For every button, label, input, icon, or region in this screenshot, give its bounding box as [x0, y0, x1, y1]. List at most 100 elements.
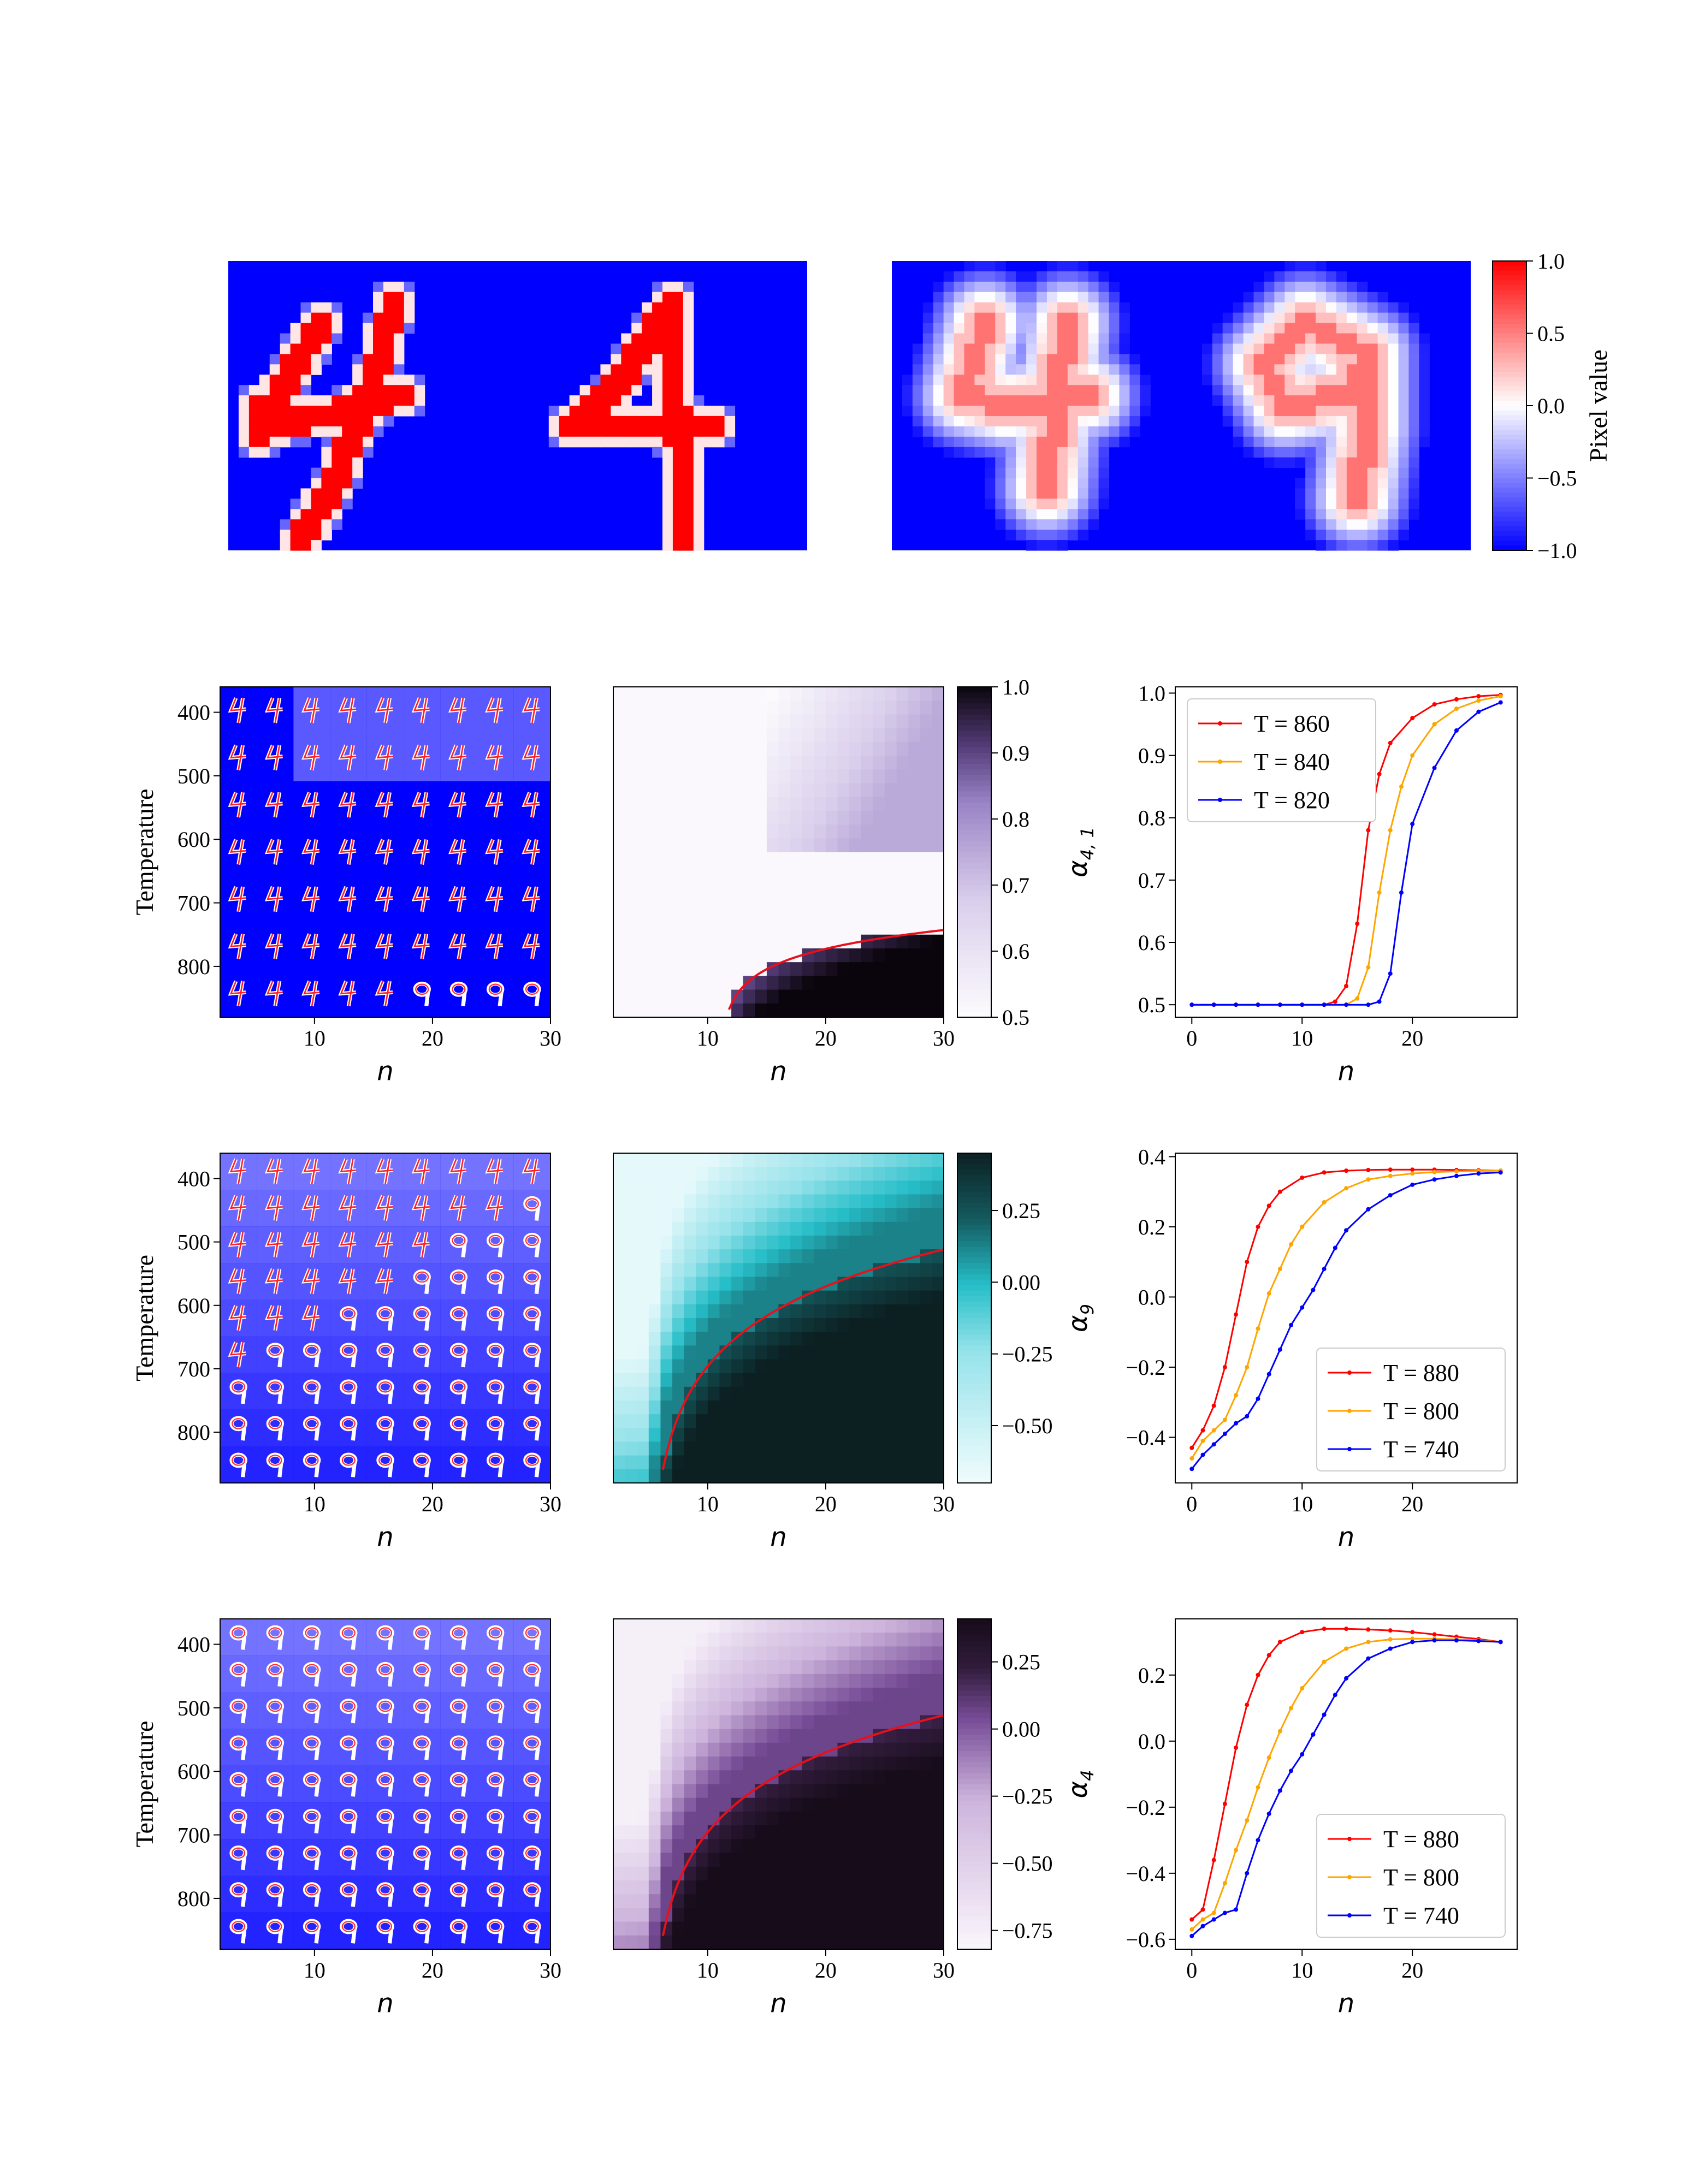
digit-glyph — [351, 1633, 357, 1650]
digit-pixel — [1336, 416, 1347, 427]
digit-pixel — [393, 343, 405, 354]
colorbar-swatch — [957, 1855, 991, 1862]
heatmap-cell — [766, 1701, 779, 1716]
heatmap-cell — [637, 714, 649, 729]
colorbar-swatch — [957, 1400, 991, 1406]
digit-pixel — [985, 416, 996, 427]
digit-pixel — [922, 385, 934, 396]
digit-pixel — [1098, 354, 1110, 365]
heatmap-cell — [648, 1003, 661, 1018]
heatmap-cell — [637, 1921, 649, 1936]
digit-glyph — [384, 698, 390, 723]
heatmap-cell — [660, 1619, 673, 1634]
heatmap-cell — [755, 838, 767, 853]
digit-pixel — [332, 312, 342, 324]
digit-glyph — [494, 839, 501, 865]
heatmap-cell — [849, 1194, 862, 1209]
digit-pixel — [342, 385, 353, 396]
heatmap-cell — [672, 962, 685, 977]
heatmap-cell — [613, 1921, 626, 1936]
heatmap-cell — [719, 1277, 732, 1291]
digit-pixel — [1026, 519, 1037, 530]
digit-pixel — [672, 467, 684, 479]
digit-pixel — [642, 323, 653, 334]
heatmap-cell — [790, 1797, 803, 1812]
digit-pixel — [1046, 436, 1058, 448]
heatmap-cell — [743, 962, 756, 977]
digit-pixel — [964, 302, 975, 313]
colorbar-swatch — [1493, 473, 1526, 479]
heatmap-cell — [613, 1894, 626, 1909]
digit-pixel — [1264, 457, 1275, 468]
series-point — [1410, 753, 1415, 758]
heatmap-cell — [814, 1811, 826, 1826]
digit-glyph — [240, 1927, 247, 1944]
digit-pixel — [1295, 385, 1306, 396]
digit-pixel — [1088, 406, 1099, 417]
heatmap-cell — [920, 1386, 933, 1401]
digit-pixel — [1336, 364, 1347, 375]
heatmap-cell — [802, 1729, 815, 1743]
heatmap-cell — [743, 1811, 756, 1826]
digit-pixel — [964, 375, 975, 385]
heatmap-cell — [802, 1386, 815, 1401]
digit-glyph — [415, 1455, 429, 1466]
heatmap-cell — [825, 1784, 838, 1799]
digit-pixel — [1233, 406, 1244, 417]
digit-pixel — [922, 343, 934, 354]
heatmap-cell — [696, 1386, 708, 1401]
heatmap-cell — [755, 714, 767, 729]
digit-pixel — [1016, 406, 1027, 417]
digit-pixel — [1419, 343, 1430, 354]
series-point — [1189, 1927, 1194, 1932]
heatmap-cell — [802, 1332, 815, 1346]
series-point — [1189, 1917, 1194, 1922]
heatmap-cell — [743, 1797, 756, 1812]
heatmap-cell — [778, 1221, 791, 1236]
heatmap-cell — [814, 989, 826, 1004]
digit-pixel — [1119, 395, 1130, 406]
heatmap-cell — [660, 714, 673, 729]
heatmap-cell — [896, 1277, 909, 1291]
digit-glyph — [525, 1774, 539, 1785]
heatmap-cell — [719, 687, 732, 702]
heatmap-cell — [731, 1469, 744, 1483]
heatmap-cell — [648, 756, 661, 770]
colorbar-swatch — [957, 1916, 991, 1922]
digit-glyph — [458, 934, 464, 959]
digit-pixel — [248, 416, 260, 427]
digit-pixel — [590, 406, 601, 417]
digit-pixel — [1274, 406, 1285, 417]
colorbar-swatch — [957, 1356, 991, 1363]
heatmap-cell — [755, 1701, 767, 1716]
digit-pixel — [1419, 436, 1430, 448]
digit-pixel — [611, 343, 621, 354]
colorbar-swatch — [957, 1641, 991, 1647]
digit-pixel — [1057, 312, 1068, 324]
heatmap-cell — [873, 1249, 885, 1264]
digit-pixel — [662, 519, 673, 530]
digit-pixel — [280, 426, 291, 437]
heatmap-cell — [743, 1894, 756, 1909]
legend-marker — [1347, 1370, 1352, 1375]
heatmap-cell — [672, 1784, 685, 1799]
heatmap-cell — [932, 701, 944, 715]
digit-pixel — [269, 364, 281, 375]
digit-pixel — [683, 343, 694, 354]
digit-glyph — [458, 1195, 464, 1221]
digit-pixel — [363, 426, 374, 437]
digit-pixel — [1336, 375, 1347, 385]
digit-pixel — [1316, 343, 1327, 354]
digit-glyph — [452, 1664, 466, 1676]
digit-pixel — [1284, 312, 1295, 324]
digit-pixel — [902, 385, 913, 396]
heatmap-cell — [707, 741, 720, 756]
digit-pixel — [280, 385, 291, 396]
heatmap-cell — [884, 687, 897, 702]
heatmap-cell — [896, 1400, 909, 1415]
digit-glyph — [452, 1700, 466, 1712]
heatmap-cell — [802, 714, 815, 729]
digit-glyph — [488, 1271, 502, 1283]
heatmap-cell — [861, 1414, 874, 1429]
grid-ytick-label: 500 — [177, 764, 210, 788]
